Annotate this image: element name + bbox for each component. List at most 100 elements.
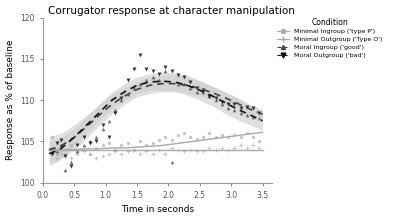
Point (256, 111, 263, 114)
Point (57, 152, 64, 156)
Legend: Minimal Ingroup ('type P'), Minimal Outgroup ('Type O'), Moral Ingroup ('good'),: Minimal Ingroup ('type P'), Minimal Outg… (275, 15, 385, 61)
Point (181, 82, 187, 85)
Point (106, 136, 112, 139)
Point (200, 136, 206, 139)
Point (162, 65, 168, 69)
Point (225, 148, 231, 151)
Point (250, 107, 256, 110)
Point (68, 156, 74, 160)
Point (250, 136, 256, 139)
Point (156, 148, 162, 151)
Point (80, 136, 87, 139)
Point (49, 152, 56, 156)
Point (143, 149, 150, 153)
Point (206, 94, 212, 98)
Point (112, 148, 118, 151)
Point (143, 78, 150, 81)
Point (74, 152, 81, 156)
Point (54, 149, 60, 153)
Point (106, 119, 112, 123)
Point (218, 100, 225, 104)
Point (225, 107, 231, 110)
Point (87, 139, 93, 143)
Point (118, 98, 124, 102)
Point (225, 103, 231, 106)
Point (225, 136, 231, 139)
Point (181, 131, 187, 135)
Point (49, 146, 56, 150)
Point (162, 152, 168, 156)
Point (143, 144, 150, 147)
Point (244, 146, 250, 150)
Point (231, 103, 238, 106)
Point (200, 90, 206, 94)
Point (168, 138, 175, 141)
Point (194, 86, 200, 90)
Point (200, 149, 206, 153)
Point (74, 149, 81, 153)
Point (187, 136, 194, 139)
Point (106, 152, 112, 156)
Point (162, 70, 168, 73)
Point (156, 138, 162, 141)
Point (118, 97, 124, 100)
Point (150, 75, 156, 79)
Point (99, 144, 106, 147)
Point (250, 115, 256, 118)
Point (194, 90, 200, 94)
Point (93, 146, 100, 150)
Point (168, 160, 175, 164)
Point (218, 103, 225, 106)
Point (62, 169, 68, 172)
Point (87, 141, 93, 145)
Point (54, 141, 60, 145)
Point (112, 111, 118, 114)
Point (93, 136, 100, 139)
Point (150, 70, 156, 73)
Point (238, 111, 244, 114)
Point (244, 131, 250, 135)
Point (194, 149, 200, 153)
Point (124, 92, 131, 95)
Point (99, 127, 106, 131)
Point (131, 67, 137, 71)
Point (212, 97, 219, 100)
Point (231, 133, 238, 137)
Point (206, 131, 212, 135)
Point (137, 82, 144, 85)
Point (218, 133, 225, 137)
Point (238, 136, 244, 139)
Point (131, 148, 137, 151)
Point (49, 136, 56, 139)
Point (181, 75, 187, 79)
Point (87, 152, 93, 156)
Point (74, 144, 81, 147)
Point (175, 74, 181, 77)
Point (175, 133, 181, 137)
Point (206, 94, 212, 98)
Point (118, 144, 124, 147)
Point (80, 144, 87, 147)
Point (187, 148, 194, 151)
Point (194, 137, 200, 141)
Point (200, 88, 206, 92)
Point (131, 148, 137, 151)
Point (131, 86, 137, 90)
Point (80, 148, 87, 151)
Point (124, 78, 131, 81)
Point (212, 136, 219, 139)
Point (256, 146, 263, 150)
Point (256, 139, 263, 143)
Point (162, 136, 168, 139)
Point (187, 80, 194, 84)
Point (118, 152, 124, 156)
Point (238, 144, 244, 147)
Point (244, 105, 250, 108)
Point (93, 139, 100, 143)
Point (156, 78, 162, 81)
Point (124, 141, 131, 145)
X-axis label: Time in seconds: Time in seconds (121, 205, 194, 214)
Point (93, 156, 100, 160)
Point (143, 67, 150, 71)
Text: Corrugator response at character manipulation: Corrugator response at character manipul… (48, 6, 294, 16)
